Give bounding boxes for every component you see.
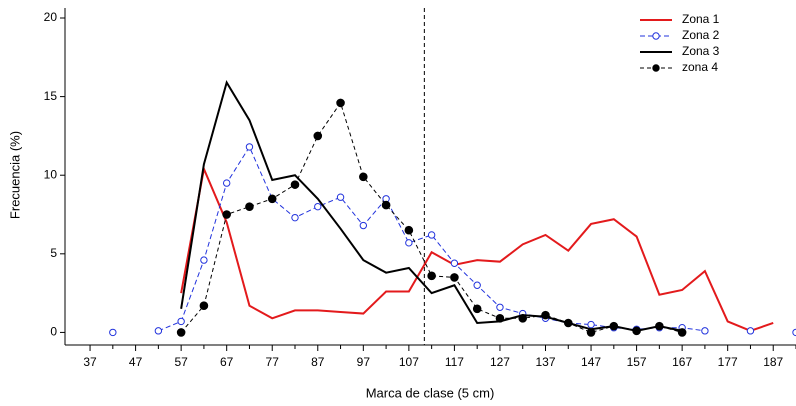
data-point [472,304,482,314]
x-tick-label: 167 [672,355,692,369]
data-point [701,327,709,335]
x-tick-label: 37 [83,355,97,369]
legend-marker [652,64,660,72]
data-point [655,321,664,331]
data-point [314,202,322,211]
x-tick-label: 67 [220,355,234,369]
data-point [109,328,117,337]
data-point [541,310,550,320]
y-tick-label: 0 [50,325,57,339]
data-point [336,98,345,108]
data-point [359,172,368,182]
data-point [586,328,596,337]
data-point [495,313,505,323]
x-tick-label: 137 [535,355,555,369]
data-point [404,225,414,235]
data-point [313,131,323,141]
x-tick-label: 47 [129,355,143,369]
data-point [427,271,436,281]
x-tick-label: 87 [311,355,325,369]
data-point [381,200,391,210]
y-tick-label: 15 [44,89,58,103]
data-point [746,327,755,335]
x-tick-label: 157 [627,355,647,369]
x-tick-label: 107 [399,355,419,369]
data-point [267,194,277,204]
data-point [359,221,368,230]
data-point [450,259,459,267]
data-point [222,210,231,219]
data-point [518,313,528,323]
x-tick-label: 57 [174,355,188,369]
data-point [291,213,299,222]
data-point [632,326,641,336]
x-tick-label: 177 [718,355,738,369]
data-point [200,256,208,264]
data-point [245,143,254,151]
data-point [177,317,185,326]
series-line [180,79,683,332]
data-point [336,193,345,201]
data-point [563,318,573,328]
x-axis-title: Marca de clase (5 cm) [366,385,495,400]
legend-label: Zona 1 [682,12,720,26]
x-tick-label: 147 [581,355,601,369]
data-point [245,202,254,211]
data-point [473,281,481,289]
data-point [154,327,163,335]
data-point [450,273,459,282]
legend-label: Zona 2 [682,28,720,42]
x-tick-label: 77 [266,355,280,369]
data-point [405,239,413,247]
y-tick-label: 5 [50,246,57,260]
data-point [176,328,186,337]
x-tick-label: 97 [357,355,371,369]
legend-label: Zona 3 [682,44,720,58]
data-point [427,231,436,239]
data-point [222,179,231,187]
x-tick-label: 117 [445,355,464,369]
data-point [290,180,300,189]
data-point [609,321,619,331]
x-tick-label: 127 [490,355,510,369]
y-tick-label: 10 [44,167,58,181]
legend-marker [652,32,660,40]
y-tick-label: 20 [44,10,58,24]
series-line [180,165,774,332]
x-tick-label: 187 [763,355,783,369]
series-line [180,101,683,333]
data-point [587,320,595,329]
data-point [496,303,504,311]
data-point [677,328,687,337]
y-axis-title: Frecuencia (%) [7,131,22,219]
data-point [199,301,209,310]
legend-label: zona 4 [682,60,718,74]
